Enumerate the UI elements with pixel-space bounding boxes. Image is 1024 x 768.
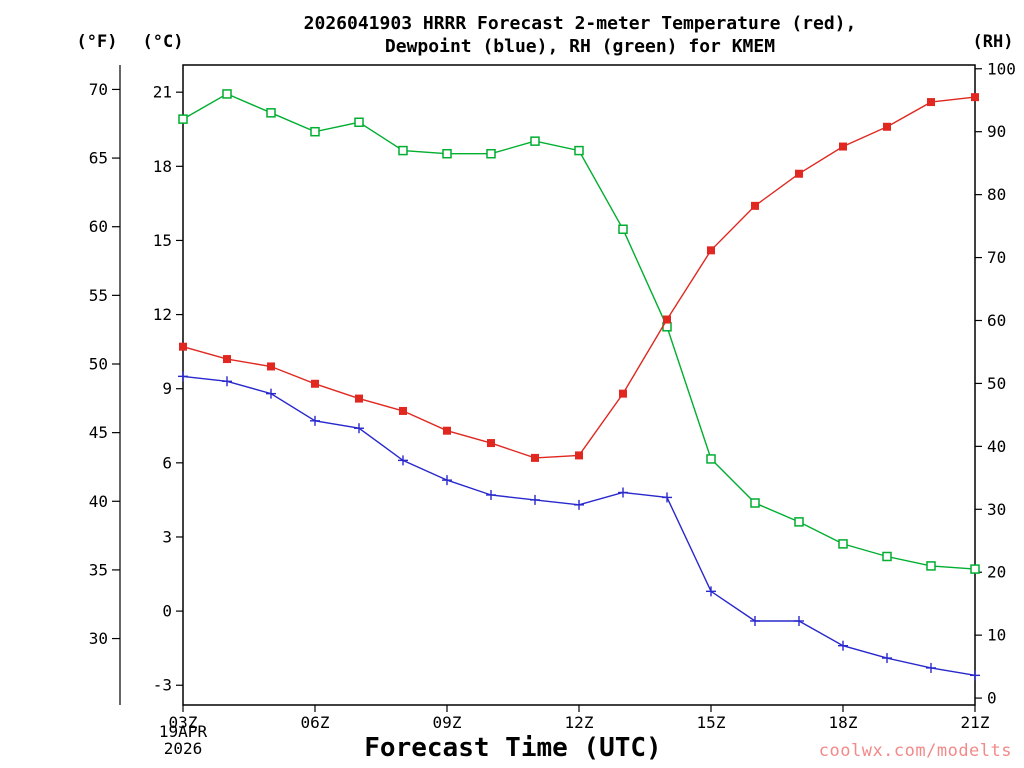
- celsius-tick-label: 12: [153, 305, 172, 324]
- 2-meter-temperature-marker: [355, 394, 363, 403]
- 2-meter-temperature-marker: [311, 379, 319, 388]
- start-date-day: 19APR: [158, 722, 208, 741]
- 2-meter-temperature-marker: [399, 406, 407, 415]
- celsius-tick-label: 18: [153, 157, 172, 176]
- rh-marker: [398, 145, 408, 156]
- celsius-unit-label: (°C): [142, 32, 184, 52]
- rh-marker: [838, 539, 848, 549]
- rh-unit-label: (RH): [972, 32, 1014, 52]
- start-date-label: 19APR 2026: [133, 723, 233, 757]
- rh-tick-label: 40: [987, 437, 1006, 456]
- time-tick-label: 03Z: [169, 713, 198, 732]
- 2-meter-temperature-marker: [795, 169, 803, 178]
- chart-title: 2026041903 HRRR Forecast 2-meter Tempera…: [160, 12, 1000, 58]
- celsius-tick-label: 9: [162, 379, 172, 398]
- start-date-year: 2026: [163, 739, 203, 758]
- 2-meter-temperature-marker: [751, 201, 759, 210]
- rh-marker: [618, 224, 628, 234]
- rh-marker: [442, 148, 452, 159]
- celsius-tick-label: 6: [162, 453, 172, 472]
- fahrenheit-tick-label: 45: [89, 423, 108, 442]
- rh-tick-label: 90: [987, 122, 1006, 141]
- rh-marker: [310, 126, 320, 137]
- fahrenheit-tick-label: 65: [89, 149, 108, 168]
- 2-meter-temperature-marker: [267, 362, 275, 371]
- rh-marker: [486, 148, 496, 159]
- rh-marker: [266, 108, 276, 118]
- time-tick-label: 09Z: [433, 713, 462, 732]
- 2-meter-temperature-marker: [927, 98, 935, 107]
- celsius-tick-label: 0: [162, 602, 172, 621]
- fahrenheit-tick-label: 40: [89, 492, 108, 511]
- rh-marker: [794, 517, 804, 527]
- fahrenheit-tick-label: 55: [89, 286, 108, 305]
- 2-meter-temperature-marker: [179, 342, 187, 351]
- 2-meter-temperature-marker: [223, 355, 231, 364]
- fahrenheit-tick-label: 35: [89, 560, 108, 579]
- rh-marker: [354, 117, 364, 128]
- rh-tick-label: 70: [987, 248, 1006, 267]
- plot-border: [182, 64, 976, 706]
- rh-tick-label: 20: [987, 563, 1006, 582]
- rh-marker: [970, 564, 980, 574]
- chart-title-line1: 2026041903 HRRR Forecast 2-meter Tempera…: [303, 13, 857, 34]
- fahrenheit-tick-label: 30: [89, 629, 108, 648]
- 2-meter-temperature-marker: [839, 142, 847, 151]
- rh-tick-label: 10: [987, 626, 1006, 645]
- time-tick-label: 21Z: [961, 713, 990, 732]
- time-tick-label: 06Z: [301, 713, 330, 732]
- fahrenheit-tick-label: 50: [89, 354, 108, 373]
- rh-line: [182, 93, 976, 570]
- celsius-tick-label: -3: [153, 676, 172, 695]
- rh-marker: [222, 89, 232, 99]
- 2-meter-temperature-marker: [531, 453, 539, 462]
- celsius-tick-label: 21: [153, 83, 172, 102]
- rh-tick-label: 50: [987, 374, 1006, 393]
- fahrenheit-tick-label: 60: [89, 217, 108, 236]
- 2-meter-temperature-marker: [619, 389, 627, 398]
- rh-marker: [706, 454, 716, 464]
- chart-title-line2: Dewpoint (blue), RH (green) for KMEM: [384, 36, 776, 57]
- rh-marker: [926, 561, 936, 571]
- rh-tick-label: 80: [987, 185, 1006, 204]
- rh-marker: [882, 551, 892, 562]
- time-tick-label: 12Z: [565, 713, 594, 732]
- fahrenheit-unit-label: (°F): [76, 32, 118, 52]
- rh-marker: [178, 114, 188, 124]
- rh-marker: [574, 145, 584, 156]
- fahrenheit-tick-label: 70: [89, 80, 108, 99]
- rh-tick-label: 100: [987, 59, 1016, 78]
- 2-meter-temperature-marker: [443, 426, 451, 435]
- time-tick-label: 18Z: [829, 713, 858, 732]
- 2-meter-temperature-marker: [707, 246, 715, 255]
- rh-marker: [750, 498, 760, 508]
- rh-tick-label: 60: [987, 311, 1006, 330]
- rh-marker: [530, 136, 540, 146]
- time-tick-label: 15Z: [697, 713, 726, 732]
- watermark-link[interactable]: coolwx.com/modelts: [818, 741, 1012, 761]
- 2-meter-temperature-marker: [883, 122, 891, 131]
- 2-meter-temperature-marker: [663, 315, 671, 324]
- 2-meter-temperature-marker: [971, 93, 979, 102]
- rh-tick-label: 30: [987, 500, 1006, 519]
- dewpoint-line: [182, 375, 976, 676]
- 2-meter-temperature-marker: [487, 439, 495, 448]
- celsius-tick-label: 3: [162, 527, 172, 546]
- celsius-tick-label: 15: [153, 231, 172, 250]
- rh-tick-label: 0: [987, 689, 997, 708]
- 2-meter-temperature-marker: [575, 451, 583, 460]
- x-axis-title: Forecast Time (UTC): [364, 733, 662, 763]
